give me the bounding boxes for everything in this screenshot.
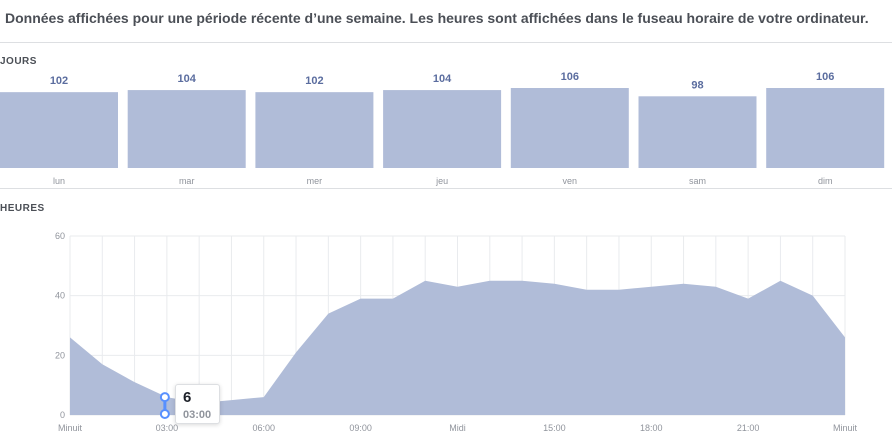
day-value-label: 106 [561,71,579,83]
day-bar [383,90,502,168]
x-tick-label: Midi [449,423,466,433]
x-tick-label: 18:00 [640,423,663,433]
hover-marker-base [159,409,170,419]
day-category-label: mar [179,176,195,186]
x-tick-label: 21:00 [737,423,760,433]
x-tick-label: Minuit [58,423,83,433]
day-bar [766,88,885,168]
day-value-label: 102 [50,75,68,87]
day-bar [638,96,757,168]
day-value-label: 98 [691,79,703,91]
data-notice: Données affichées pour une période récen… [5,10,869,26]
x-tick-label: 03:00 [156,423,179,433]
day-value-label: 104 [178,73,197,85]
day-bar [0,92,118,168]
day-category-label: ven [563,176,578,186]
y-tick-label: 40 [55,291,65,301]
y-tick-label: 60 [55,231,65,241]
day-bar [510,88,629,168]
x-tick-label: 15:00 [543,423,566,433]
hours-section-title: HEURES [0,203,45,214]
y-tick-label: 0 [60,410,65,420]
day-category-label: dim [818,176,833,186]
day-category-label: sam [689,176,706,186]
day-category-label: lun [53,176,65,186]
days-bar-chart: 102 lun 104 mar 102 mer 104 jeu 106 ven 98 sam 106 di… [0,71,885,186]
divider-middle [0,188,892,189]
hours-area-series [70,280,845,415]
x-tick-label: 09:00 [349,423,372,433]
days-section-title: JOURS [0,56,37,67]
hover-marker-point [159,392,170,403]
day-bar [127,90,246,168]
hour-tooltip: 6 03:00 [175,384,220,424]
tooltip-time: 03:00 [183,409,212,421]
day-value-label: 104 [433,73,452,85]
day-value-label: 102 [305,75,323,87]
x-tick-label: Minuit [833,423,858,433]
tooltip-value: 6 [183,389,192,406]
day-bar [255,92,374,168]
day-category-label: jeu [435,176,448,186]
divider-top [0,42,892,43]
x-tick-label: 06:00 [252,423,275,433]
day-value-label: 106 [816,71,834,83]
y-tick-label: 20 [55,350,65,360]
day-category-label: mer [307,176,323,186]
